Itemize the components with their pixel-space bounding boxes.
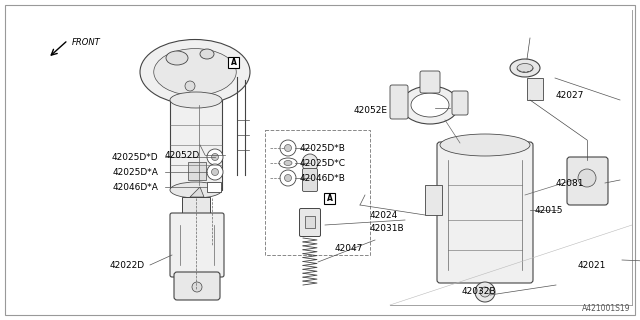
Bar xyxy=(265,130,370,255)
Bar xyxy=(527,78,543,100)
Text: 42032B: 42032B xyxy=(462,287,497,297)
Bar xyxy=(182,197,210,217)
Circle shape xyxy=(480,287,490,297)
Ellipse shape xyxy=(170,182,222,198)
Circle shape xyxy=(578,169,596,187)
Bar xyxy=(170,100,222,190)
Bar xyxy=(425,185,442,215)
Circle shape xyxy=(185,81,195,91)
FancyBboxPatch shape xyxy=(170,213,224,277)
FancyBboxPatch shape xyxy=(300,209,321,236)
Ellipse shape xyxy=(166,51,188,65)
FancyBboxPatch shape xyxy=(420,71,440,93)
Text: 42031B: 42031B xyxy=(370,223,404,233)
Text: A: A xyxy=(326,194,333,203)
Polygon shape xyxy=(190,187,204,197)
Text: 42047: 42047 xyxy=(335,244,364,252)
Circle shape xyxy=(211,154,218,161)
Ellipse shape xyxy=(154,49,236,95)
FancyBboxPatch shape xyxy=(437,142,533,283)
Bar xyxy=(305,216,315,228)
Ellipse shape xyxy=(411,93,449,117)
Text: FRONT: FRONT xyxy=(72,37,100,46)
FancyBboxPatch shape xyxy=(452,91,468,115)
Ellipse shape xyxy=(401,86,459,124)
Text: A: A xyxy=(230,58,237,67)
Text: 42025D*A: 42025D*A xyxy=(112,167,158,177)
Circle shape xyxy=(207,149,223,165)
Text: 42022D: 42022D xyxy=(110,260,145,269)
Ellipse shape xyxy=(200,49,214,59)
Circle shape xyxy=(285,145,291,151)
Bar xyxy=(228,57,239,68)
Circle shape xyxy=(211,169,218,175)
Text: 42027: 42027 xyxy=(556,91,584,100)
FancyBboxPatch shape xyxy=(390,85,408,119)
Text: 42025D*C: 42025D*C xyxy=(300,158,346,167)
Text: 42025D*B: 42025D*B xyxy=(300,143,346,153)
FancyBboxPatch shape xyxy=(303,169,317,191)
Bar xyxy=(188,162,206,180)
Ellipse shape xyxy=(440,134,530,156)
Ellipse shape xyxy=(170,92,222,108)
Ellipse shape xyxy=(140,39,250,105)
Ellipse shape xyxy=(510,59,540,77)
Text: 42046D*A: 42046D*A xyxy=(112,182,158,191)
Text: A421001S19: A421001S19 xyxy=(582,304,630,313)
Bar xyxy=(324,193,335,204)
Text: 42015: 42015 xyxy=(535,205,563,214)
Text: 42081: 42081 xyxy=(556,179,584,188)
Ellipse shape xyxy=(284,161,292,165)
Ellipse shape xyxy=(517,63,533,73)
Circle shape xyxy=(280,140,296,156)
Text: 42046D*B: 42046D*B xyxy=(300,173,346,182)
Circle shape xyxy=(207,164,223,180)
Circle shape xyxy=(475,282,495,302)
Ellipse shape xyxy=(279,158,297,168)
FancyBboxPatch shape xyxy=(174,272,220,300)
Text: 42024: 42024 xyxy=(370,211,398,220)
Circle shape xyxy=(285,174,291,181)
Text: 42021: 42021 xyxy=(578,260,606,269)
Ellipse shape xyxy=(302,154,318,172)
Text: 42052D: 42052D xyxy=(164,150,200,159)
Text: 42025D*D: 42025D*D xyxy=(111,153,158,162)
Circle shape xyxy=(192,282,202,292)
Circle shape xyxy=(280,170,296,186)
Text: 42052E: 42052E xyxy=(354,106,388,115)
Bar xyxy=(207,182,221,192)
FancyBboxPatch shape xyxy=(567,157,608,205)
